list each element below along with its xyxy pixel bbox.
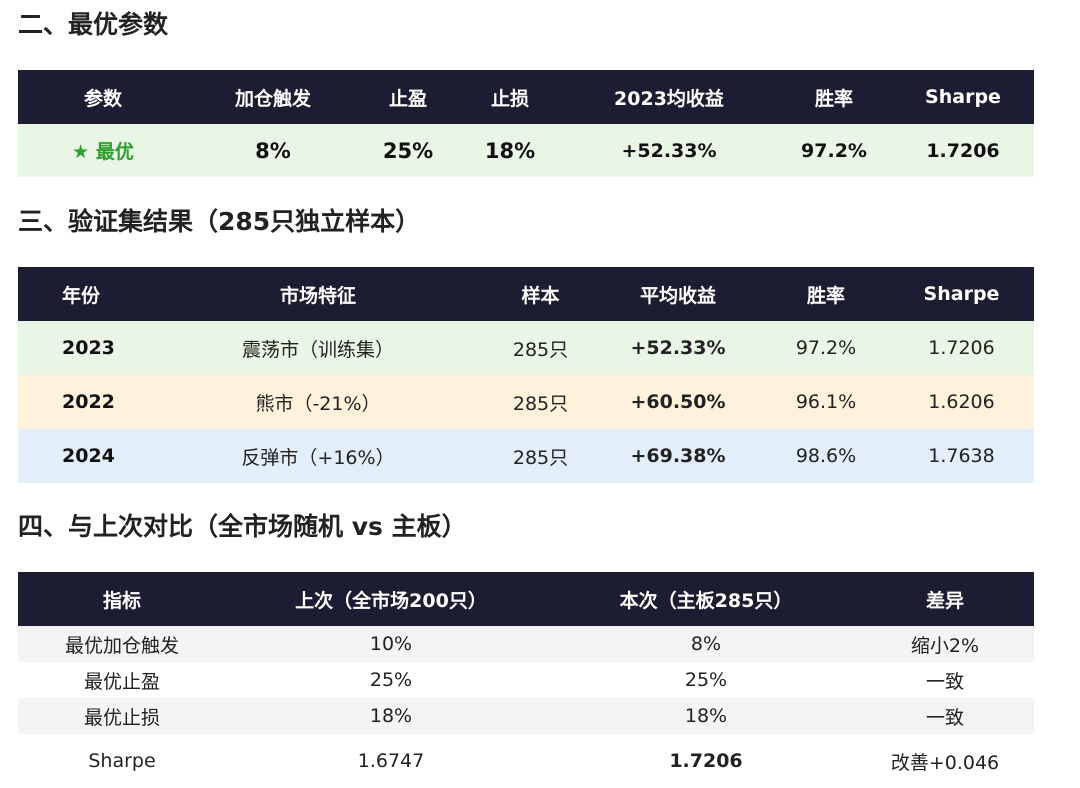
- table-row: 2024 反弹市（+16%） 285只 +69.38% 98.6% 1.7638: [18, 429, 1034, 483]
- curr-cell: 25%: [684, 669, 728, 691]
- col-header-sample: 样本: [488, 267, 593, 321]
- table-row: 最优止损 18% 18% 一致: [18, 698, 1034, 734]
- col-header-market: 市场特征: [148, 267, 488, 321]
- section-title-validation: 三、验证集结果（285只独立样本）: [18, 207, 421, 236]
- optimal-label: ★ 最优: [18, 124, 188, 177]
- table-row: 2022 熊市（-21%） 285只 +60.50% 96.1% 1.6206: [18, 375, 1034, 429]
- curr-cell: 1.7206: [556, 734, 856, 788]
- col-header-return-2023: 2023均收益: [562, 70, 776, 124]
- table-header-row: 年份 市场特征 样本 平均收益 胜率 Sharpe: [18, 267, 1034, 321]
- table-header-row: 参数 加仓触发 止盈 止损 2023均收益 胜率 Sharpe: [18, 70, 1034, 124]
- prev-cell: 10%: [226, 626, 556, 662]
- trigger-value: 8%: [188, 124, 358, 177]
- table-row: 最优止盈 25% 25% 一致: [18, 662, 1034, 698]
- col-header-sharpe: Sharpe: [892, 70, 1034, 124]
- metric-cell: 最优加仓触发: [18, 626, 226, 662]
- avg-return-cell: +60.50%: [593, 375, 763, 429]
- sharpe-cell: 1.7638: [889, 429, 1034, 483]
- sample-cell: 285只: [488, 429, 593, 483]
- sample-cell: 285只: [488, 321, 593, 375]
- sharpe-cell: 1.7206: [889, 321, 1034, 375]
- col-header-take-profit: 止盈: [358, 70, 458, 124]
- validation-table: 年份 市场特征 样本 平均收益 胜率 Sharpe 2023 震荡市（训练集） …: [18, 267, 1034, 483]
- curr-cell: 8%: [556, 626, 856, 662]
- col-header-prev: 上次（全市场200只）: [226, 572, 556, 626]
- diff-cell: 一致: [925, 670, 964, 693]
- col-header-curr: 本次（主板285只）: [556, 572, 856, 626]
- comparison-table: 指标 上次（全市场200只） 本次（主板285只） 差异 最优加仓触发 10% …: [18, 572, 1034, 788]
- avg-return-cell: +69.38%: [593, 429, 763, 483]
- col-header-metric: 指标: [18, 572, 226, 626]
- sharpe-value: 1.7206: [892, 124, 1034, 177]
- col-header-trigger: 加仓触发: [188, 70, 358, 124]
- table-row: 最优加仓触发 10% 8% 缩小2%: [18, 626, 1034, 662]
- table-header-row: 指标 上次（全市场200只） 本次（主板285只） 差异: [18, 572, 1034, 626]
- col-header-stop-loss: 止损: [458, 70, 562, 124]
- market-cell: 熊市（-21%）: [148, 375, 488, 429]
- sharpe-cell: 1.6206: [889, 375, 1034, 429]
- curr-cell: 18%: [556, 698, 856, 734]
- win-rate-cell: 96.1%: [763, 375, 889, 429]
- table-row: Sharpe 1.6747 1.7206 改善+0.046: [18, 734, 1034, 788]
- win-rate-cell: 97.2%: [763, 321, 889, 375]
- col-header-year: 年份: [18, 267, 148, 321]
- year-cell: 2023: [18, 321, 148, 375]
- diff-cell: 改善+0.046: [856, 734, 1034, 788]
- prev-cell: 18%: [226, 698, 556, 734]
- take-profit-value: 25%: [358, 124, 458, 177]
- market-cell: 震荡市（训练集）: [148, 321, 488, 375]
- col-header-avg-return: 平均收益: [593, 267, 763, 321]
- col-header-win-rate: 胜率: [776, 70, 892, 124]
- sample-cell: 285只: [488, 375, 593, 429]
- diff-cell: 缩小2%: [856, 626, 1034, 662]
- return-value: +52.33%: [562, 124, 776, 177]
- col-header-diff: 差异: [856, 572, 1034, 626]
- market-cell: 反弹市（+16%）: [148, 429, 488, 483]
- prev-cell: 1.6747: [226, 734, 556, 788]
- win-rate-cell: 98.6%: [763, 429, 889, 483]
- metric-cell: 最优止盈: [83, 670, 160, 693]
- diff-cell: 一致: [856, 698, 1034, 734]
- win-rate-value: 97.2%: [776, 124, 892, 177]
- section-title-optimal-params: 二、最优参数: [18, 10, 169, 39]
- optimal-params-table: 参数 加仓触发 止盈 止损 2023均收益 胜率 Sharpe ★ 最优 8% …: [18, 70, 1034, 177]
- col-header-sharpe: Sharpe: [889, 267, 1034, 321]
- avg-return-cell: +52.33%: [593, 321, 763, 375]
- col-header-param: 参数: [18, 70, 188, 124]
- prev-cell: 25%: [369, 669, 413, 691]
- year-cell: 2022: [18, 375, 148, 429]
- table-row: ★ 最优 8% 25% 18% +52.33% 97.2% 1.7206: [18, 124, 1034, 177]
- year-cell: 2024: [18, 429, 148, 483]
- metric-cell: Sharpe: [18, 734, 226, 788]
- col-header-win-rate: 胜率: [763, 267, 889, 321]
- metric-cell: 最优止损: [18, 698, 226, 734]
- section-title-comparison: 四、与上次对比（全市场随机 vs 主板）: [18, 512, 467, 541]
- stop-loss-value: 18%: [458, 124, 562, 177]
- table-row: 2023 震荡市（训练集） 285只 +52.33% 97.2% 1.7206: [18, 321, 1034, 375]
